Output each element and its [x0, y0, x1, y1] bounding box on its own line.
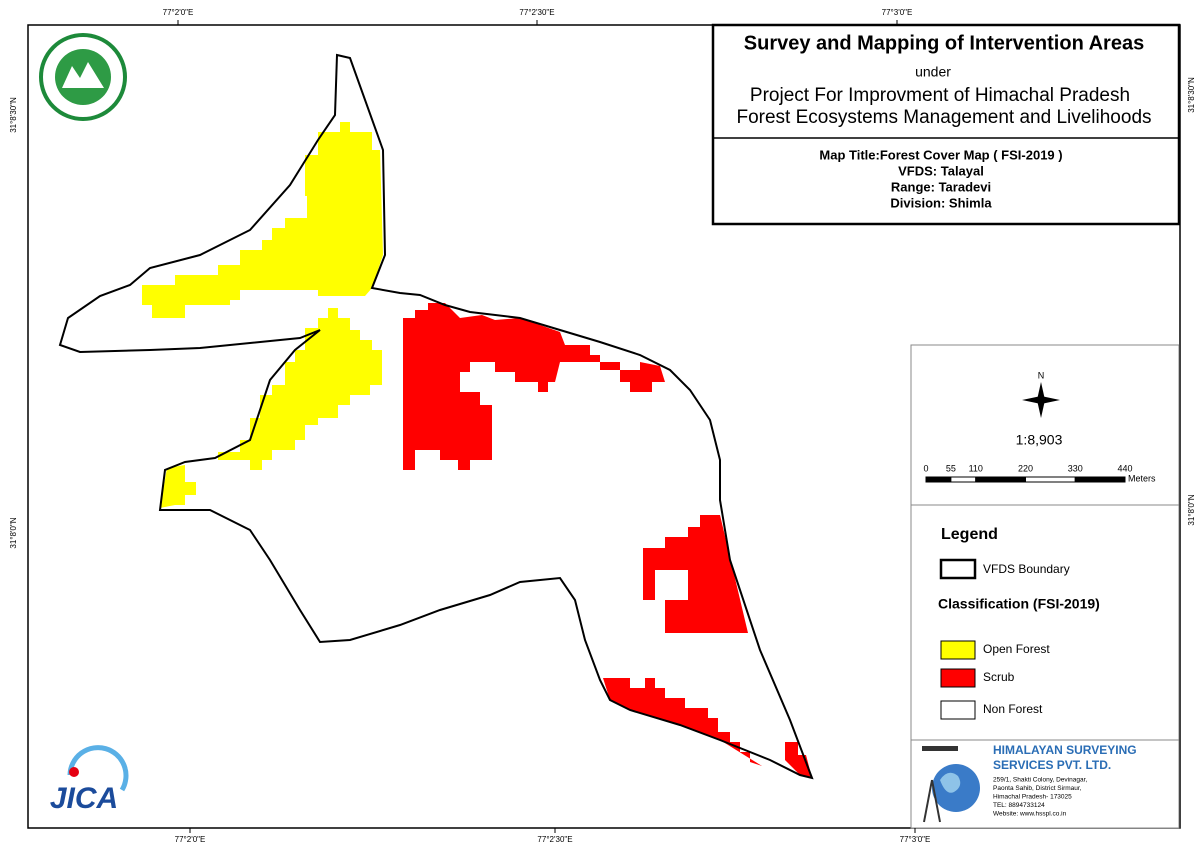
- scale-label: 0: [923, 463, 928, 473]
- legend-label: Open Forest: [983, 642, 1050, 656]
- address-line: Paonta Sahib, District Sirmaur,: [993, 785, 1082, 792]
- company-name: HIMALAYAN SURVEYING: [993, 743, 1137, 757]
- coord-left: 31°8'0"N: [9, 517, 18, 548]
- title-box: [711, 23, 1181, 226]
- drone: [922, 746, 958, 751]
- address-line: Himachal Pradesh- 173025: [993, 794, 1072, 801]
- classification-title: Classification (FSI-2019): [938, 596, 1100, 612]
- boundary-label: VFDS Boundary: [983, 562, 1070, 576]
- legend-swatch: [940, 640, 976, 660]
- scrub-patch: [643, 515, 748, 633]
- boundary-swatch: [939, 558, 977, 580]
- scale-segment: [1025, 476, 1076, 483]
- scale-label: 330: [1068, 463, 1083, 473]
- address-line: Website: www.hsspl.co.in: [993, 811, 1067, 818]
- open-forest-patch: [160, 465, 196, 508]
- scale-segment: [950, 476, 977, 483]
- address-line: TEL: 8894733124: [993, 802, 1045, 809]
- coord-top: 77°3'0"E: [882, 8, 913, 17]
- legend-label: Scrub: [983, 670, 1015, 684]
- legend-label: Non Forest: [983, 702, 1043, 716]
- coord-top: 77°2'30"E: [519, 8, 554, 17]
- scale-label: 440: [1117, 463, 1132, 473]
- non-forest-patch: [655, 570, 688, 600]
- coord-right: 31°8'30"N: [1187, 77, 1196, 113]
- legend-swatch: [940, 668, 976, 688]
- scale-segment: [925, 476, 952, 483]
- legend-title: Legend: [941, 526, 998, 543]
- jica-swoosh: [67, 745, 129, 792]
- scale-label: 55: [946, 463, 956, 473]
- coord-bottom: 77°2'30"E: [537, 835, 572, 844]
- company-address: 259/1, Shakti Colony, Devinagar,Paonta S…: [993, 777, 1087, 818]
- north-arrow-cross: [1022, 396, 1060, 404]
- scale-segment: [1074, 476, 1126, 483]
- address-line: 259/1, Shakti Colony, Devinagar,: [993, 777, 1087, 784]
- forest-cover: [142, 122, 812, 778]
- vfds-boundary: [58, 53, 814, 780]
- scale-label: 110: [969, 463, 983, 473]
- open-forest-patch: [218, 308, 382, 470]
- jica-logo: JICA: [50, 782, 118, 815]
- project-line: Project For Improvment of Himachal Prade…: [750, 85, 1130, 106]
- scale-segment: [975, 476, 1026, 483]
- coord-right: 31°8'0"N: [1187, 494, 1196, 525]
- tripod: [931, 779, 941, 823]
- scrub-patch: [403, 303, 665, 470]
- coord-bottom: 77°3'0"E: [900, 835, 931, 844]
- scale-ratio: 1:8,903: [1016, 432, 1063, 448]
- map-title: Map Title:Forest Cover Map ( FSI-2019 ): [819, 147, 1062, 162]
- coord-bottom: 77°2'0"E: [175, 835, 206, 844]
- coord-left: 31°8'30"N: [9, 97, 18, 133]
- scale-label: 220: [1018, 463, 1033, 473]
- title: Survey and Mapping of Intervention Areas: [744, 32, 1144, 54]
- project-line: Forest Ecosystems Management and Livelih…: [736, 107, 1151, 128]
- logo-mountain: [62, 62, 104, 88]
- legend-swatch: [940, 700, 976, 720]
- scrub-patch: [603, 678, 762, 766]
- scale-unit: Meters: [1128, 473, 1156, 483]
- open-forest-patch: [142, 122, 383, 318]
- north-label: N: [1038, 370, 1045, 380]
- globe-land: [940, 772, 961, 793]
- division: Division: Shimla: [890, 195, 992, 210]
- scrub-patch: [785, 742, 812, 778]
- range: Range: Taradevi: [891, 179, 991, 194]
- coordinates: 77°2'0"E 77°2'30"E 77°3'0"E 77°2'0"E 77°2'30…: [9, 8, 1196, 844]
- vfds: VFDS: Talayal: [898, 163, 984, 178]
- under: under: [915, 64, 951, 80]
- tripod: [923, 779, 933, 823]
- legend-classes: Open Forest Scrub Non Forest: [940, 640, 1050, 720]
- company-name: SERVICES PVT. LTD.: [993, 758, 1111, 772]
- jica-dot: [69, 767, 79, 777]
- coord-top: 77°2'0"E: [163, 8, 194, 17]
